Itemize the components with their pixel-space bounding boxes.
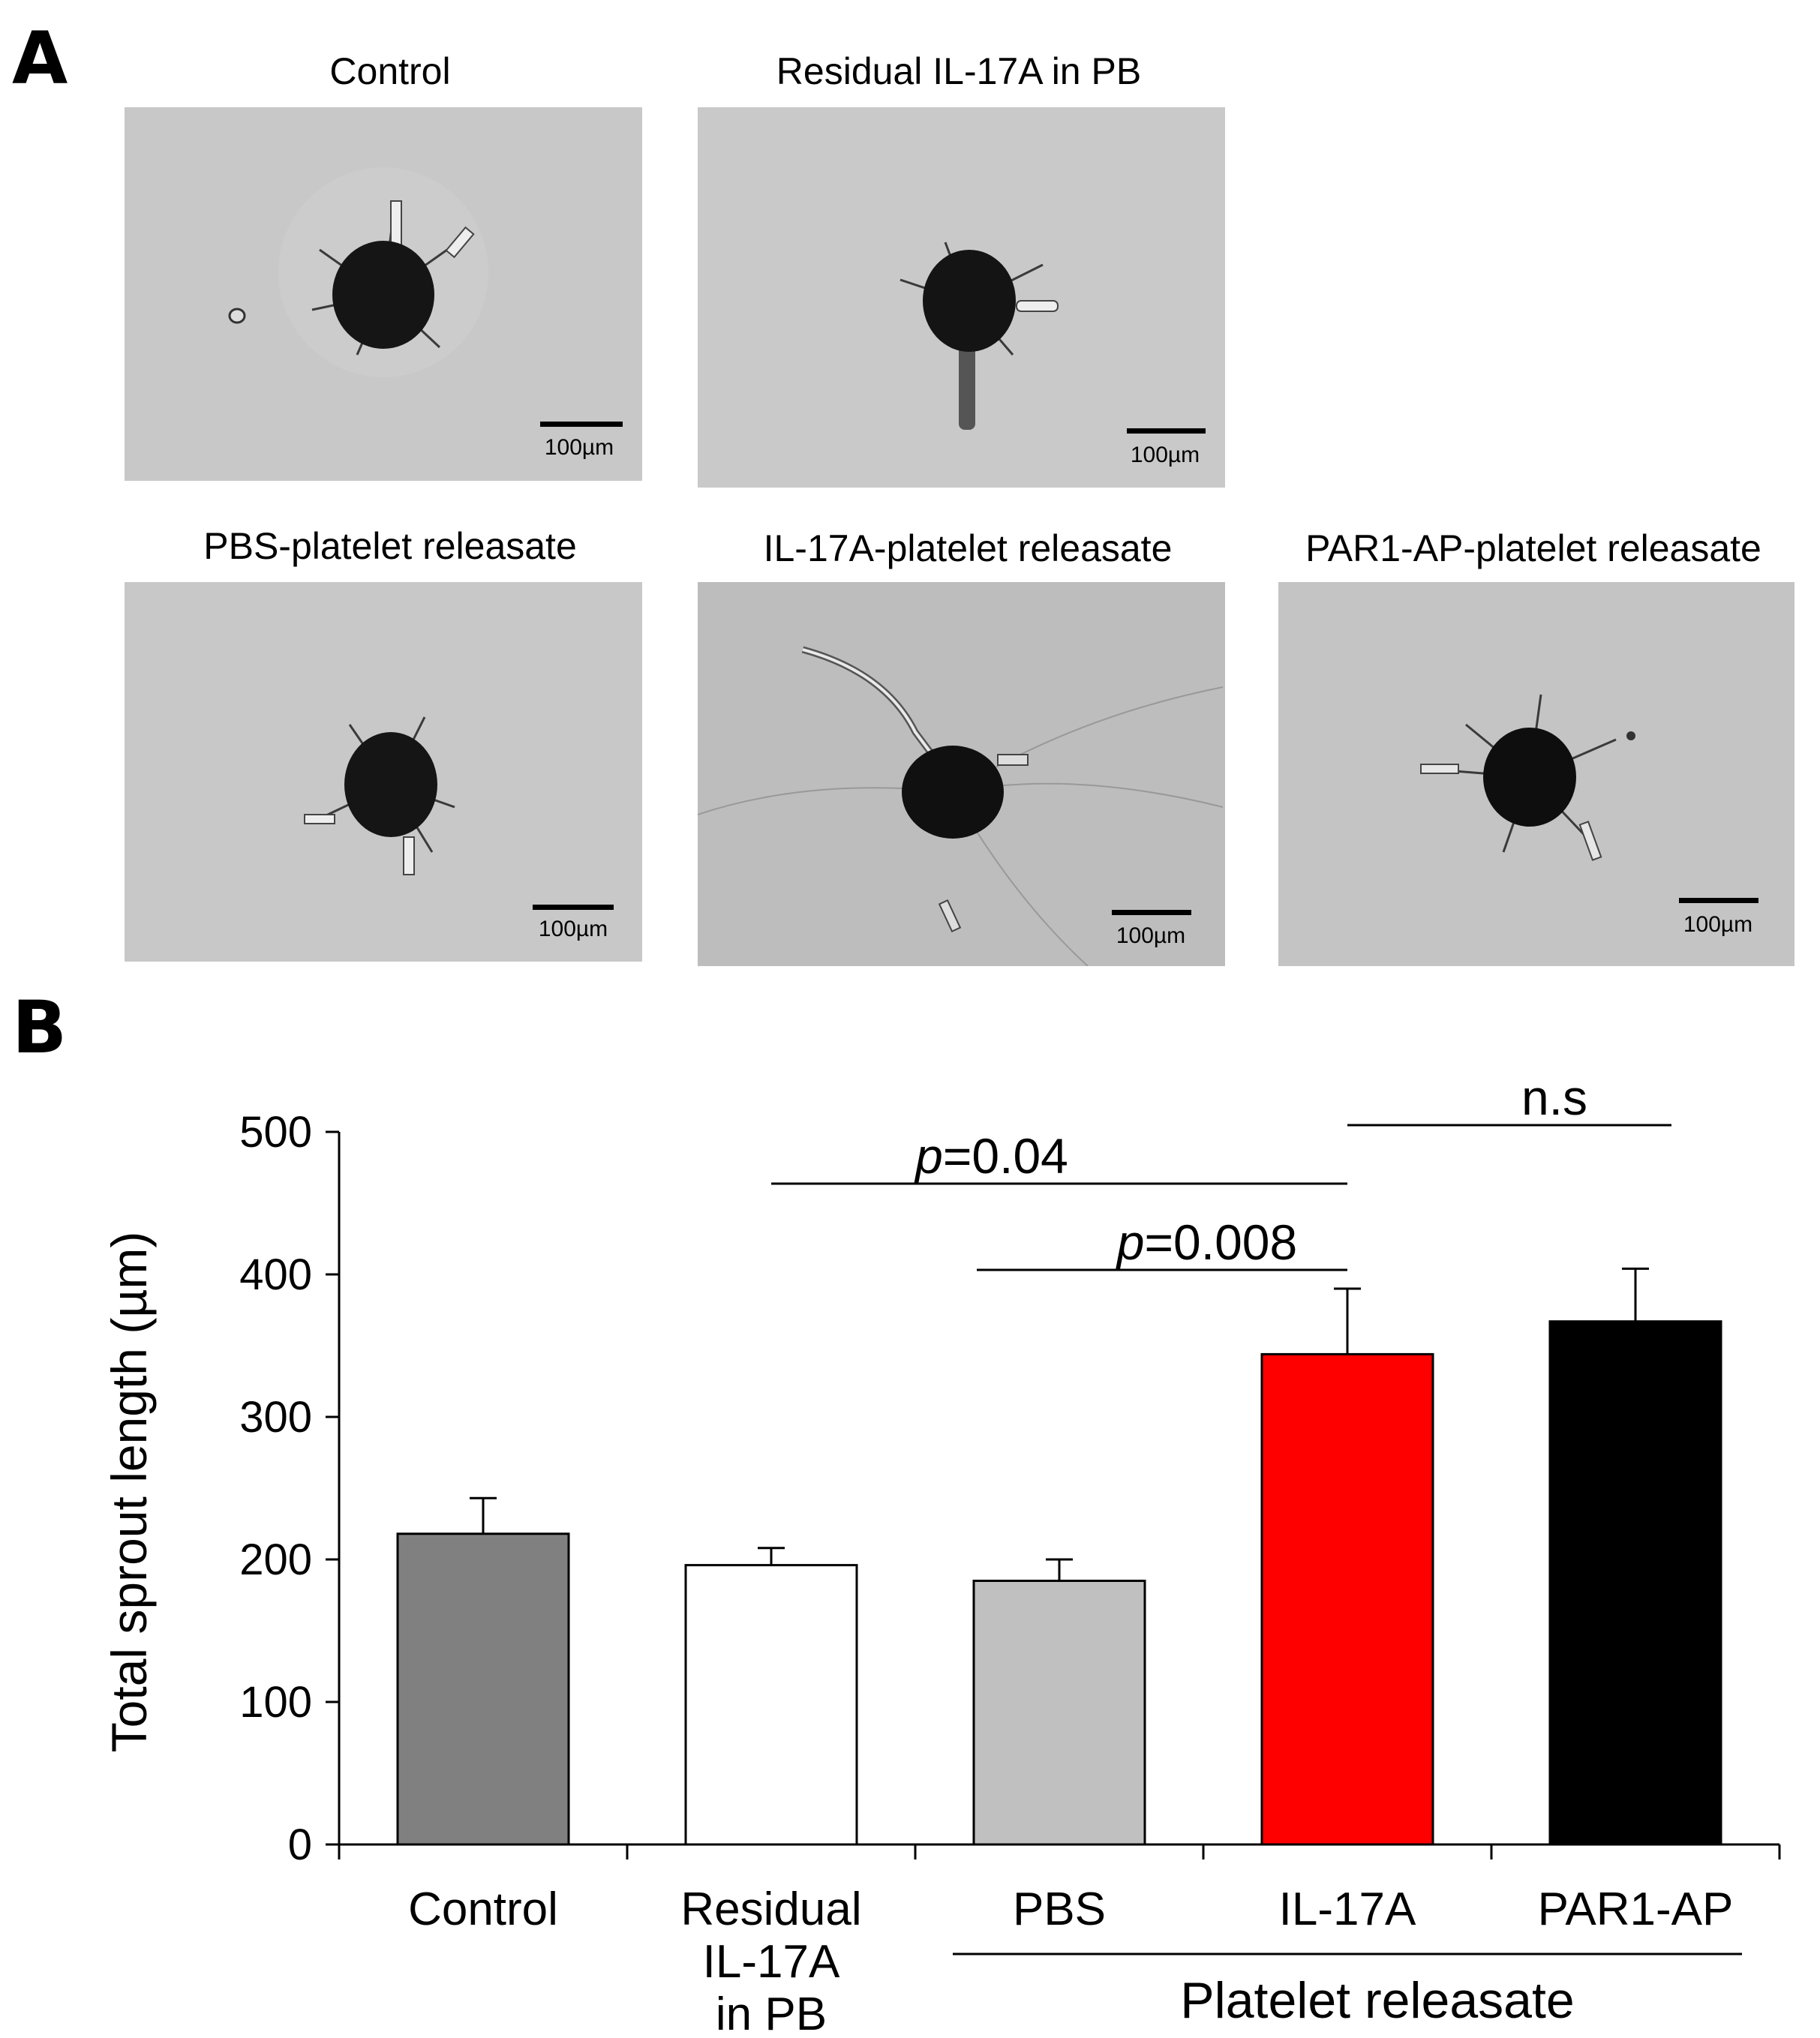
micrograph-title-il17a: IL-17A-platelet releasate [763, 527, 1173, 569]
scale-label-par1ap: 100µm [1683, 912, 1753, 937]
micrograph-title-control: Control [329, 50, 451, 92]
scale-bar-control [540, 422, 623, 427]
y-tick-label: 0 [288, 1820, 312, 1869]
y-tick-label: 500 [239, 1108, 312, 1157]
bar-pbs [972, 1580, 1146, 1846]
bar-control [396, 1532, 570, 1846]
significance-label-1: p=0.04 [914, 1128, 1068, 1184]
micrograph-il17a [698, 582, 1225, 966]
micrograph-pbs [125, 582, 642, 962]
scale-label-il17a: 100µm [1116, 923, 1186, 948]
y-tick-label: 200 [239, 1535, 312, 1584]
micrograph-title-par1ap: PAR1-AP-platelet releasate [1305, 527, 1761, 569]
y-tick-label: 400 [239, 1250, 312, 1299]
scale-bar-il17a [1112, 910, 1191, 915]
x-tick-label-il-17a: IL-17A [1279, 1883, 1416, 1935]
significance-label-3: n.s [1521, 1070, 1587, 1125]
y-tick-label: 100 [239, 1678, 312, 1727]
scale-label-residual: 100µm [1130, 443, 1200, 467]
y-tick-label: 300 [239, 1393, 312, 1442]
scale-bar-residual [1127, 428, 1206, 434]
scale-label-control: 100µm [544, 435, 614, 460]
micrograph-title-residual: Residual IL-17A in PB [776, 50, 1142, 92]
y-axis-label: Total sprout length (µm) [101, 1232, 157, 1753]
group-label: Platelet releasate [1180, 1972, 1574, 2029]
x-tick-label-residual-il-17a-in-pb: Residual IL-17A in PB [680, 1883, 861, 2038]
panel-b-letter: B [12, 986, 68, 1070]
x-tick-label-pbs: PBS [1013, 1883, 1106, 1935]
scale-bar-par1ap [1679, 898, 1758, 903]
micrograph-title-pbs: PBS-platelet releasate [203, 525, 577, 567]
micrograph-control [125, 107, 642, 481]
bar-par1-ap [1548, 1320, 1722, 1846]
scale-bar-pbs [533, 905, 614, 910]
panel-a-letter: A [12, 17, 68, 101]
scale-label-pbs: 100µm [538, 917, 608, 941]
x-tick-label-control: Control [408, 1883, 558, 1935]
x-tick-label-par1-ap: PAR1-AP [1538, 1883, 1734, 1935]
significance-label-2: p=0.008 [1116, 1214, 1297, 1270]
micrograph-residual [698, 107, 1225, 488]
bar-residual-il-17a-in-pb [684, 1564, 858, 1846]
bar-il-17a [1260, 1352, 1434, 1846]
